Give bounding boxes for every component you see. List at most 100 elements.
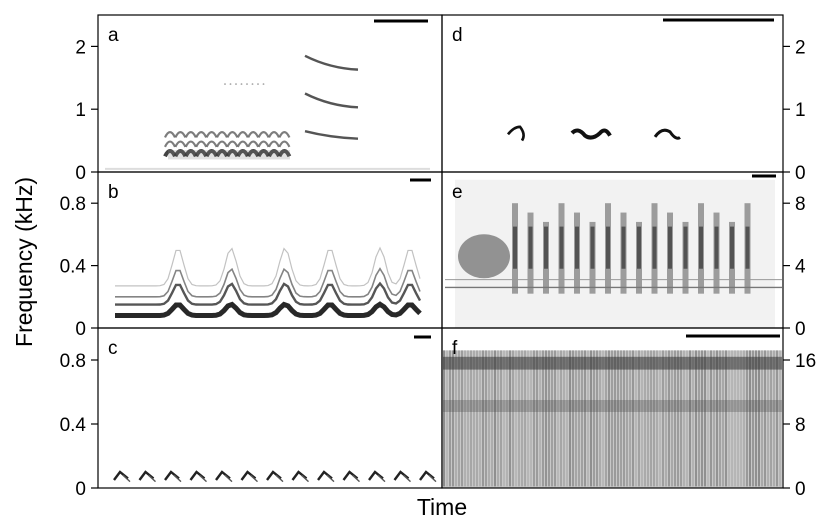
note-trace	[257, 140, 270, 148]
y-tick-label: 0	[75, 319, 86, 340]
pulse-core	[652, 226, 657, 269]
panel-a-letter: a	[108, 25, 119, 46]
panel-a-spectrogram	[105, 54, 430, 170]
note-trace	[257, 131, 270, 138]
panel-e-letter: e	[452, 182, 463, 203]
y-tick-label: 8	[795, 415, 806, 436]
note-trace	[277, 149, 292, 158]
whistle-harmonic	[304, 92, 359, 109]
panel-a-frame	[97, 14, 443, 173]
call-trace	[138, 470, 155, 481]
panel-d-letter: d	[452, 25, 463, 46]
panel-f-frame	[441, 327, 784, 489]
note-trace	[278, 140, 291, 148]
pulse-core	[606, 226, 610, 269]
harmonic-contour	[115, 267, 421, 298]
note-trace	[205, 140, 218, 148]
panel-d-spectrogram	[506, 125, 681, 142]
call-trace	[275, 474, 284, 483]
note-trace	[195, 131, 208, 138]
note-trace	[184, 131, 197, 138]
note-trace	[164, 131, 176, 138]
call-trace	[215, 470, 231, 481]
pulse-core	[528, 226, 533, 269]
pulse-core	[590, 226, 595, 269]
faint-harmonic-dot	[240, 83, 243, 85]
call-trace	[403, 474, 411, 483]
panel-b-spectrogram	[115, 246, 422, 319]
y-axis-title: Frequency (kHz)	[11, 177, 37, 347]
y-tick-label: 2	[795, 37, 806, 58]
note-trace	[247, 140, 260, 148]
note-trace	[268, 140, 280, 148]
y-tick-label: 0.4	[60, 415, 87, 436]
pulse-core	[513, 226, 517, 269]
note-trace	[268, 131, 280, 138]
note-band	[168, 150, 290, 160]
note-trace	[174, 140, 187, 148]
faint-harmonic-dot	[224, 83, 226, 85]
pulse-core	[621, 226, 626, 269]
pulse-core	[730, 226, 734, 269]
call-trace	[291, 470, 308, 481]
pulse-core	[637, 226, 641, 269]
call-trace	[266, 470, 282, 481]
y-tick-label: 0.8	[60, 351, 86, 372]
harmonic-contour	[115, 301, 422, 319]
x-axis-title: Time	[417, 494, 467, 520]
call-trace	[113, 470, 129, 481]
panel-b-letter: b	[108, 182, 119, 203]
call-trace	[377, 474, 386, 483]
call-trace	[199, 474, 207, 483]
call-trace	[164, 470, 180, 481]
call-trace	[301, 474, 309, 483]
pulse-core	[683, 226, 688, 269]
call-trace	[189, 470, 206, 481]
dense-band	[443, 400, 782, 412]
call-trace	[326, 474, 335, 483]
pulse-core	[668, 226, 672, 269]
pulse-core	[575, 226, 579, 269]
note-trace	[184, 140, 197, 148]
call-trace	[393, 470, 410, 481]
y-tick-label: 1	[75, 100, 86, 121]
axis-ticks: 0 1 2 0 0.4 0.8 0 0.4 0.8 0 1 2 0 4 8 0 8 16	[60, 37, 817, 500]
pulse-core	[699, 226, 703, 269]
faint-harmonic-dot	[257, 83, 259, 85]
harmonic-contour	[115, 281, 422, 306]
panel-f-spectrogram	[443, 350, 782, 488]
faint-harmonic-dot	[262, 83, 265, 85]
call-trace	[368, 470, 384, 481]
note-trace	[205, 131, 218, 138]
dense-band	[443, 356, 782, 370]
call-trace	[653, 128, 681, 140]
faint-harmonic-dot	[246, 83, 248, 85]
note-trace	[278, 131, 291, 138]
y-tick-label: 2	[75, 37, 86, 58]
y-tick-label: 0.8	[60, 194, 86, 215]
pulse-core	[714, 226, 719, 269]
y-tick-label: 16	[795, 351, 816, 372]
note-trace	[236, 140, 249, 148]
call-trace	[506, 125, 525, 142]
harmonic-contour	[115, 246, 421, 287]
whistle-harmonic	[304, 130, 359, 140]
call-trace	[428, 474, 437, 483]
y-tick-label: 0	[75, 163, 86, 184]
y-tick-label: 0	[795, 163, 806, 184]
note-trace	[164, 140, 176, 148]
panel-c-frame	[97, 327, 443, 489]
pulse-core	[745, 226, 750, 269]
call-trace	[570, 128, 612, 140]
panel-c-letter: c	[108, 338, 118, 359]
y-tick-label: 0	[795, 319, 806, 340]
y-tick-label: 8	[795, 194, 806, 215]
note-trace	[226, 131, 239, 138]
y-tick-label: 0.4	[60, 257, 87, 278]
call-trace	[352, 474, 360, 483]
call-trace	[342, 470, 359, 481]
note-trace	[236, 131, 249, 138]
note-trace	[226, 140, 239, 148]
pulse-core	[544, 226, 548, 269]
y-tick-label: 0	[795, 479, 806, 500]
